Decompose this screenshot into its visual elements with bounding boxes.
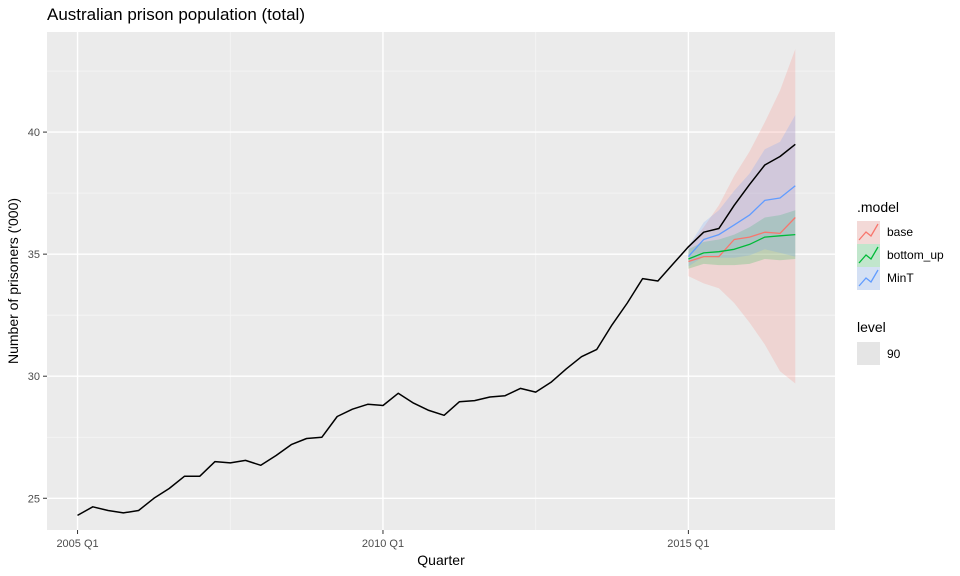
band-base bbox=[688, 49, 796, 384]
legend-key-bg-bottom-up bbox=[857, 244, 880, 267]
observed-line bbox=[77, 143, 796, 517]
series-lines bbox=[77, 143, 796, 517]
legend-label-base: base bbox=[887, 225, 913, 239]
y-axis-title: Number of prisoners ('000) bbox=[5, 198, 21, 364]
legend: .model base bottom_up MinT level 90 bbox=[857, 199, 944, 365]
x-tick-label: 2015 Q1 bbox=[667, 538, 709, 550]
legend-key-line-MinT bbox=[858, 269, 879, 287]
legend-label-bottom-up: bottom_up bbox=[887, 248, 944, 262]
plot-panel bbox=[47, 32, 835, 530]
legend-key-line-base bbox=[858, 223, 879, 241]
legend-model-title: .model bbox=[857, 199, 899, 215]
legend-key-fill-MinT bbox=[857, 267, 880, 290]
y-axis: 25 30 35 40 bbox=[28, 127, 47, 505]
legend-key-bg-MinT bbox=[857, 267, 880, 290]
legend-key-bg-base bbox=[857, 221, 880, 244]
line-MinT bbox=[687, 185, 796, 258]
legend-key-line-bottom-up bbox=[858, 246, 879, 264]
y-tick-label: 40 bbox=[28, 127, 40, 139]
band-MinT bbox=[688, 115, 796, 267]
x-tick-label: 2010 Q1 bbox=[362, 538, 404, 550]
y-tick-label: 35 bbox=[28, 249, 40, 261]
chart-title: Australian prison population (total) bbox=[47, 5, 305, 24]
line-bottom-up bbox=[688, 233, 796, 260]
legend-key-fill-bottom-up bbox=[857, 244, 880, 267]
minor-gridlines bbox=[47, 32, 835, 530]
x-axis: 2005 Q1 2010 Q1 2015 Q1 bbox=[56, 530, 709, 550]
legend-key-fill-base bbox=[857, 221, 880, 244]
band-bottom-up bbox=[688, 210, 796, 269]
legend-level-title: level bbox=[857, 319, 886, 335]
legend-level-label: 90 bbox=[887, 347, 901, 361]
legend-model-keys: base bottom_up MinT bbox=[857, 221, 944, 290]
major-gridlines bbox=[47, 32, 835, 530]
legend-level-key bbox=[857, 342, 880, 365]
prediction-intervals bbox=[688, 49, 796, 384]
legend-label-MinT: MinT bbox=[887, 271, 914, 285]
y-tick-label: 30 bbox=[28, 371, 40, 383]
line-base bbox=[688, 217, 796, 263]
x-tick-label: 2005 Q1 bbox=[56, 538, 98, 550]
x-axis-title: Quarter bbox=[417, 552, 465, 568]
y-tick-label: 25 bbox=[28, 493, 40, 505]
